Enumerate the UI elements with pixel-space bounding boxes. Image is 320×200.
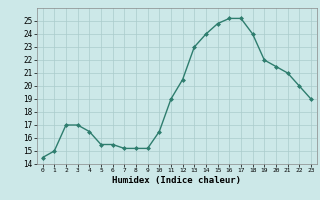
X-axis label: Humidex (Indice chaleur): Humidex (Indice chaleur) (112, 176, 241, 185)
